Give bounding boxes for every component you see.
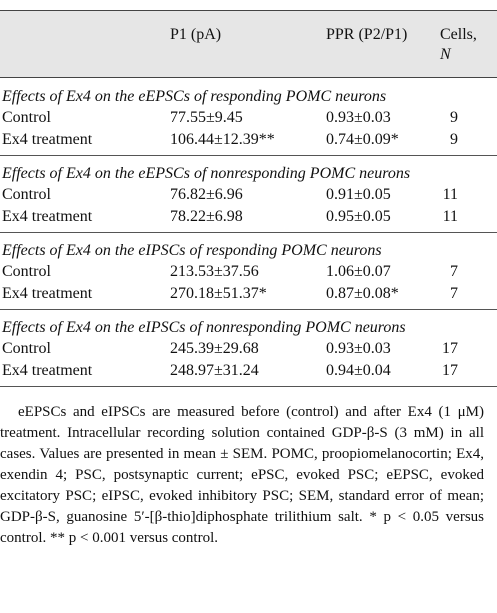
cell: 0.95±0.05 (326, 207, 391, 225)
cell: 17 (442, 361, 458, 379)
cell: 106.44±12.39** (170, 130, 275, 148)
cell: 245.39±29.68 (170, 340, 259, 357)
cell: Ex4 treatment (2, 207, 93, 225)
row-divider (0, 155, 497, 156)
column-header: PPR (P2/P1) (326, 26, 408, 43)
column-header: P1 (pA) (170, 26, 222, 43)
cell: 0.87±0.08* (326, 284, 399, 302)
cell: 213.53±37.56 (170, 263, 259, 280)
cell: 0.93±0.03 (326, 109, 391, 126)
cell: 0.93±0.03 (326, 340, 391, 357)
cell: 76.82±6.96 (170, 186, 243, 203)
section-title: Effects of Ex4 on the eIPSCs of respondi… (2, 242, 382, 259)
section-title: Effects of Ex4 on the eEPSCs of nonrespo… (2, 165, 411, 182)
section-title: Effects of Ex4 on the eIPSCs of nonrespo… (2, 319, 406, 336)
cell: Control (2, 263, 51, 280)
cell: 9 (450, 130, 458, 148)
column-header: Cells, (440, 26, 477, 43)
cell: Control (2, 109, 51, 126)
cell: Ex4 treatment (2, 361, 93, 379)
section-title: Effects of Ex4 on the eEPSCs of respondi… (2, 88, 387, 105)
cell: 7 (450, 263, 458, 280)
row-divider (0, 309, 497, 310)
cell: 78.22±6.98 (170, 207, 243, 225)
cell: 248.97±31.24 (170, 361, 259, 379)
header-band: P1 (pA) PPR (P2/P1) Cells, N (0, 10, 497, 78)
cell: Control (2, 340, 51, 357)
row-divider (0, 232, 497, 233)
cell: Ex4 treatment (2, 130, 93, 148)
row-divider (0, 386, 497, 387)
cell: 0.91±0.05 (326, 186, 391, 203)
cell: 270.18±51.37* (170, 284, 267, 302)
cell: 0.94±0.04 (326, 361, 391, 379)
cell: 11 (442, 207, 458, 225)
cell: 11 (442, 186, 458, 203)
column-header: N (440, 46, 451, 63)
cell: 0.74±0.09* (326, 130, 399, 148)
cell: 9 (450, 109, 458, 126)
cell: Control (2, 186, 51, 203)
cell: 7 (450, 284, 458, 302)
cell: Ex4 treatment (2, 284, 93, 302)
cell: 1.06±0.07 (326, 263, 391, 280)
footnote: eEPSCs and eIPSCs are measured before (c… (0, 404, 484, 546)
cell: 77.55±9.45 (170, 109, 243, 126)
cell: 17 (442, 340, 458, 357)
